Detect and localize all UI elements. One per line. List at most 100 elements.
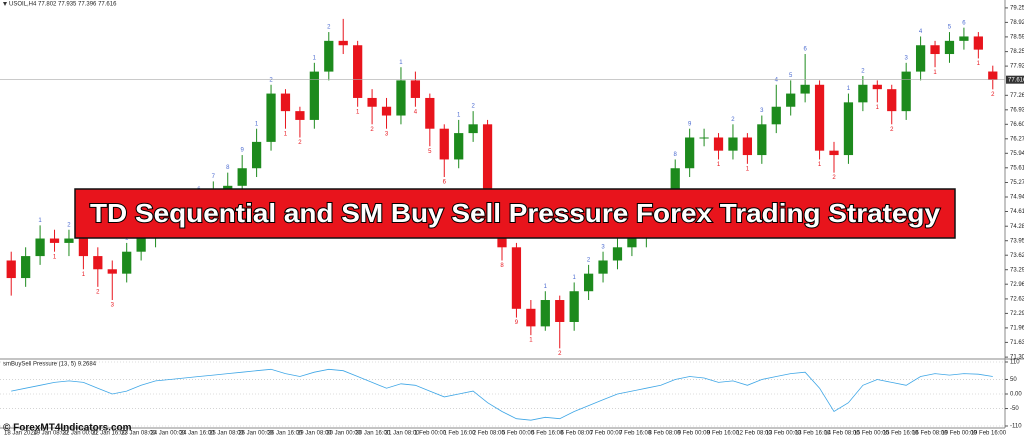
candle-body <box>555 300 565 322</box>
candle-body <box>915 45 926 72</box>
candle-body <box>6 260 16 279</box>
td-count: 2 <box>370 127 374 133</box>
y-tick-label: 75.940 <box>1010 151 1024 157</box>
td-count: 3 <box>760 108 764 114</box>
td-count: 1 <box>544 284 548 290</box>
td-count: 3 <box>111 303 115 309</box>
td-count: 4 <box>775 77 779 83</box>
td-count: 3 <box>601 244 605 250</box>
candle-body <box>324 40 334 72</box>
y-tick-label: 73.950 <box>1010 238 1024 244</box>
td-count: 1 <box>847 86 851 92</box>
td-count: 1 <box>313 55 317 61</box>
candle-body <box>858 84 868 103</box>
td-count: 8 <box>500 263 504 269</box>
td-count: 3 <box>385 131 389 137</box>
td-count: 1 <box>38 218 42 224</box>
x-tick-label: 22 Jan 16:00 <box>92 431 127 437</box>
watermark: © ForexMT4Indicators.com <box>3 423 132 434</box>
td-count: 1 <box>876 105 880 111</box>
td-count: 9 <box>515 320 519 326</box>
x-tick-label: 16 Feb 08:00 <box>912 431 948 437</box>
candle-body <box>367 97 377 107</box>
td-count: 1 <box>529 338 533 344</box>
y-tick-label: 79.250 <box>1010 5 1024 11</box>
y-tick-label: 78.920 <box>1010 20 1024 26</box>
td-count: 1 <box>457 112 461 118</box>
x-tick-label: 1 Feb 00:00 <box>414 431 447 437</box>
candle-body <box>771 106 781 125</box>
x-tick-label: 1 Feb 16:00 <box>443 431 476 437</box>
td-count: 9 <box>241 148 245 154</box>
td-count: 1 <box>933 70 937 76</box>
candle-body <box>583 273 594 292</box>
y-tick-label: 72.295 <box>1010 311 1024 317</box>
candle-body <box>122 251 132 274</box>
y-tick-label: 76.270 <box>1010 136 1024 142</box>
x-tick-label: 24 Jan 00:00 <box>150 431 185 437</box>
td-count: 2 <box>269 77 273 83</box>
y-tick-label: 71.300 <box>1010 355 1024 361</box>
y-tick-label: 76.600 <box>1010 122 1024 128</box>
y-tick-label: 110 <box>1010 360 1020 366</box>
td-count: 1 <box>818 162 822 168</box>
td-count: 2 <box>327 25 331 31</box>
x-tick-label: 22 Jan 00:00 <box>63 431 98 437</box>
td-count: 5 <box>948 25 952 31</box>
td-count: 2 <box>558 351 562 357</box>
x-tick-label: 23 Jan 08:00 <box>121 431 156 437</box>
candle-body <box>93 256 103 270</box>
candle-body <box>959 36 969 41</box>
candle-body <box>713 137 724 151</box>
candle-body <box>887 89 897 112</box>
y-tick-label: -50 <box>1010 406 1019 412</box>
x-tick-label: 9 Feb 16:00 <box>707 431 740 437</box>
candle-body <box>251 141 262 169</box>
x-tick-label: 12 Feb 08:00 <box>736 431 772 437</box>
y-tick-label: 0.00 <box>1010 392 1022 398</box>
x-tick-label: 13 Feb 16:00 <box>795 431 831 437</box>
candle-body <box>843 102 854 156</box>
candle-body <box>64 238 74 243</box>
candle-body <box>35 238 45 257</box>
td-count: 1 <box>255 121 259 127</box>
candle-body <box>381 106 392 116</box>
candle-body <box>540 300 550 327</box>
candle-body <box>627 238 637 248</box>
candle-body <box>786 93 796 107</box>
x-tick-label: 13 Feb 00:00 <box>766 431 802 437</box>
y-tick-label: 71.635 <box>1010 340 1024 346</box>
y-tick-label: 78.255 <box>1010 49 1024 55</box>
candle-body <box>425 97 435 129</box>
chart-header: USOIL,H4 77.802 77.935 77.396 77.616 <box>9 2 117 8</box>
td-count: 8 <box>674 152 678 158</box>
y-tick-label: -110 <box>1010 424 1022 430</box>
x-tick-label: 19 Jan 08:00 <box>33 431 68 437</box>
td-count: 1 <box>573 275 577 281</box>
candle-body <box>944 40 955 55</box>
x-tick-label: 2 Feb 08:00 <box>473 431 506 437</box>
candle-body <box>569 291 579 322</box>
x-tick-label: 8 Feb 08:00 <box>648 431 681 437</box>
y-tick-label: 71.965 <box>1010 325 1024 331</box>
x-tick-label: 7 Feb 00:00 <box>590 431 623 437</box>
y-tick-label: 72.625 <box>1010 296 1024 302</box>
td-count: 5 <box>789 73 793 79</box>
candle-body <box>21 256 31 279</box>
candle-body <box>829 150 839 156</box>
x-tick-label: 24 Jan 16:00 <box>180 431 215 437</box>
td-count: 2 <box>96 289 100 295</box>
y-tick-label: 76.930 <box>1010 107 1024 113</box>
candle-body <box>136 238 146 252</box>
x-tick-label: 5 Feb 16:00 <box>531 431 564 437</box>
candle-body <box>728 137 738 151</box>
candle-body <box>685 137 695 169</box>
td-count: 2 <box>890 127 894 133</box>
td-count: 6 <box>443 180 447 186</box>
y-tick-label: 74.615 <box>1010 209 1024 215</box>
td-count: 2 <box>991 92 995 98</box>
y-tick-label: 74.945 <box>1010 195 1024 201</box>
candle-body <box>309 71 319 120</box>
x-tick-label: 9 Feb 00:00 <box>678 431 711 437</box>
y-tick-label: 73.290 <box>1010 267 1024 273</box>
